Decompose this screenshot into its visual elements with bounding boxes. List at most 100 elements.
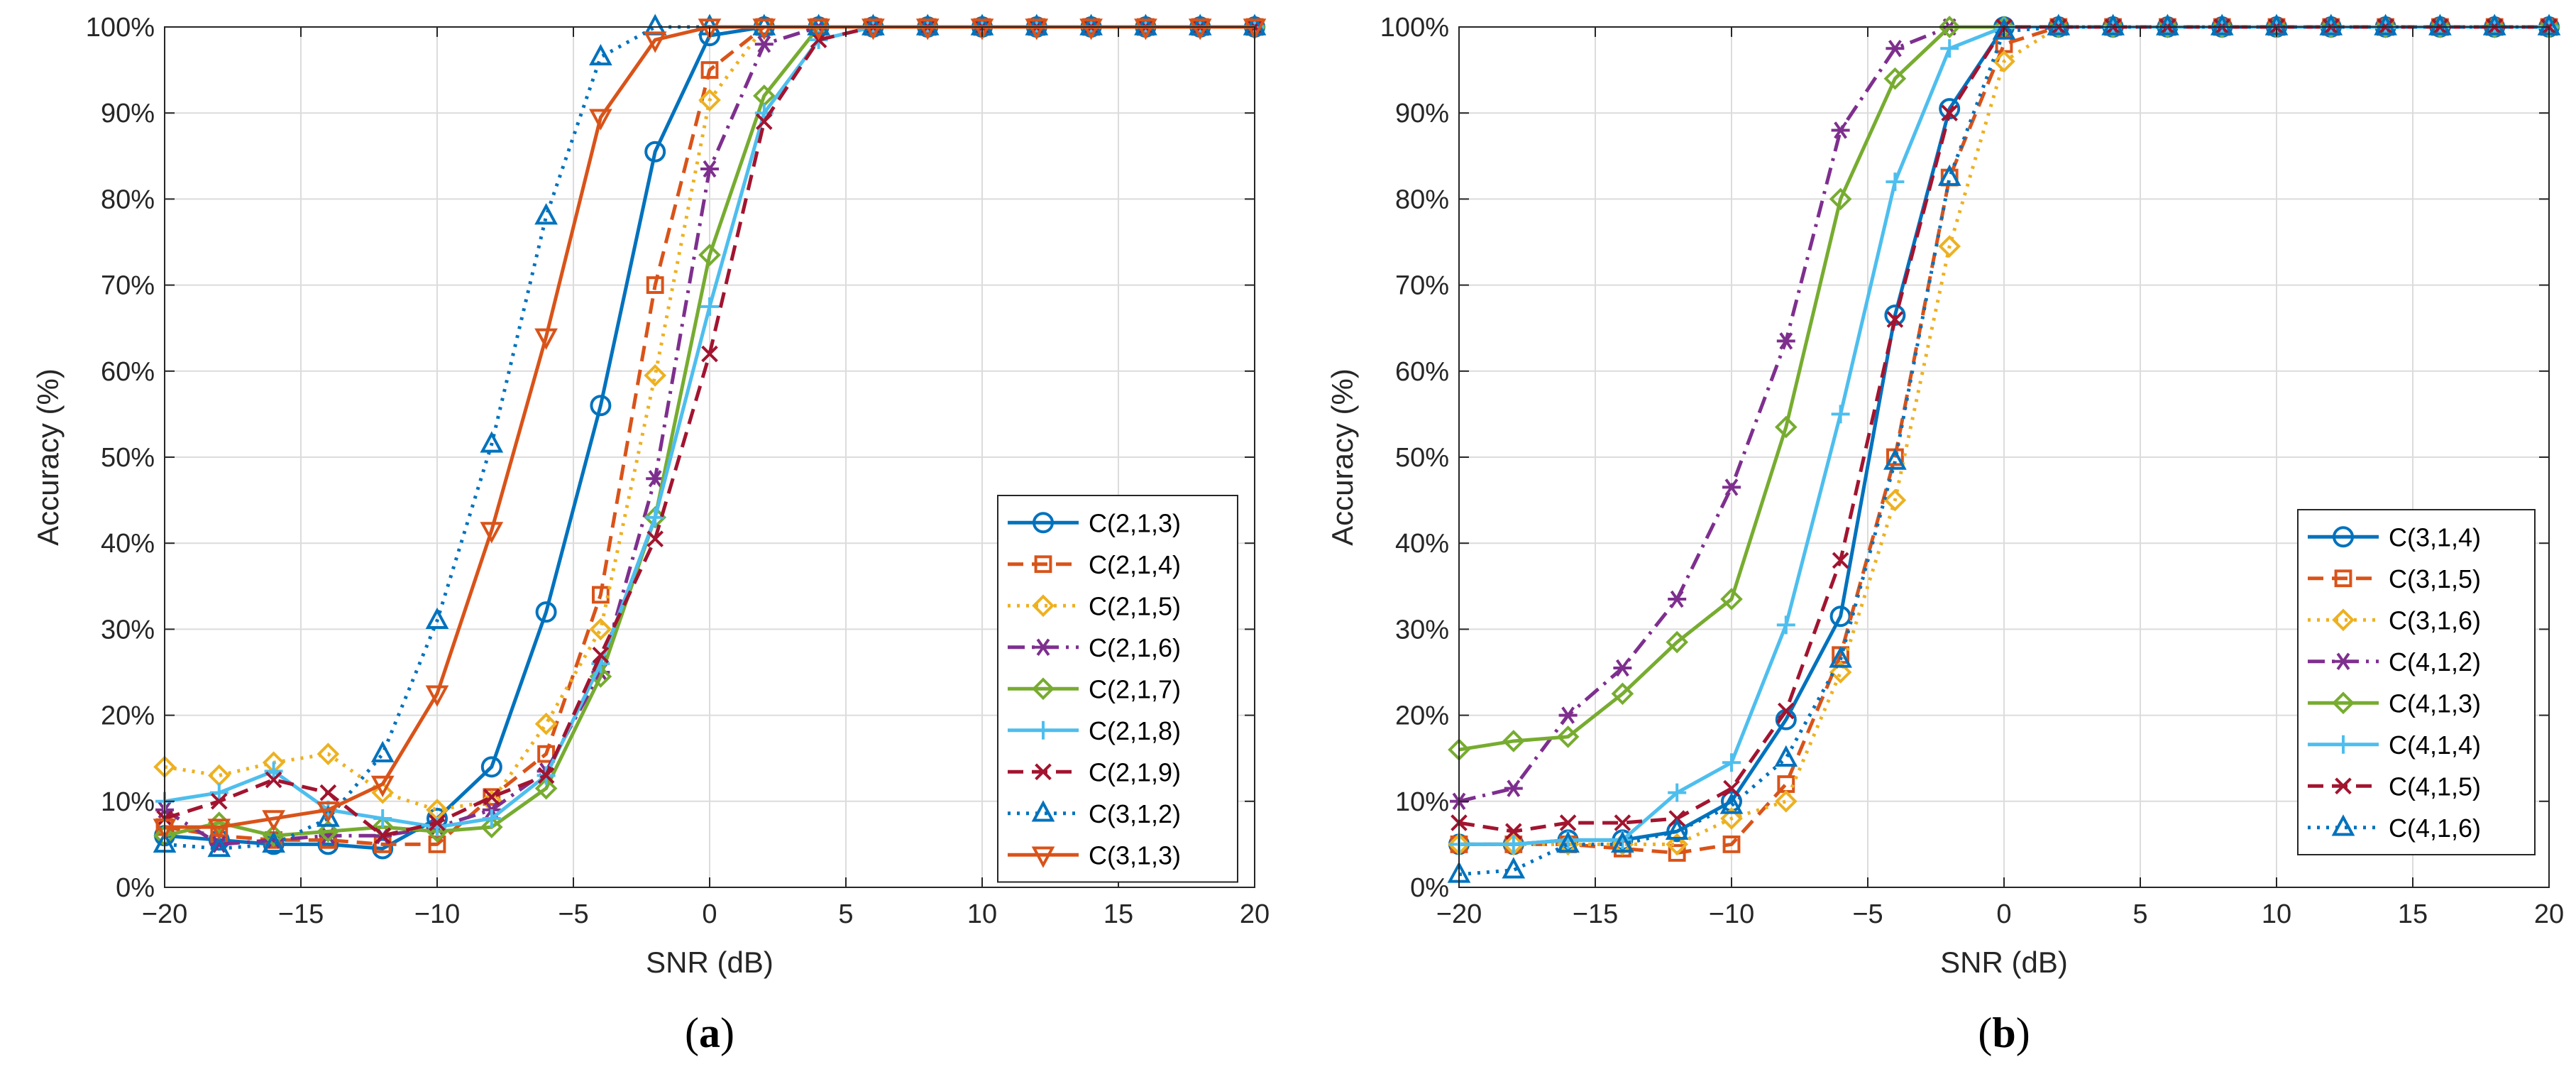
data-point — [483, 788, 500, 806]
data-point — [1776, 332, 1795, 350]
y-tick-label: 50% — [101, 443, 155, 473]
data-point — [425, 685, 449, 707]
data-point — [1613, 659, 1632, 677]
data-point — [1188, 18, 1212, 40]
y-tick-label: 70% — [101, 271, 155, 301]
data-point — [1832, 552, 1849, 569]
series-C(4,1,6) — [1447, 13, 2561, 883]
legend-marker — [2334, 735, 2352, 754]
data-point — [262, 810, 285, 832]
data-point — [317, 743, 340, 765]
legend-marker — [1032, 677, 1055, 701]
series-line — [1459, 25, 2549, 846]
y-axis-label: Accuracy (%) — [1326, 368, 1359, 546]
chart-panel-0: −20 −15 −10 −5 0 5 10 15 20 0% 10% 20% 30% 40% 50% 60% 7… — [31, 13, 1270, 1056]
data-point — [1940, 39, 1959, 58]
data-point — [1937, 164, 1961, 186]
legend-marker — [1031, 800, 1055, 822]
data-point — [1719, 792, 1744, 814]
data-point — [1777, 702, 1795, 720]
data-point — [700, 160, 719, 178]
data-point — [2482, 13, 2506, 35]
data-point — [1079, 18, 1103, 40]
y-tick-label: 70% — [1395, 271, 1449, 301]
data-point — [646, 508, 665, 527]
data-point — [1829, 661, 1852, 684]
data-point — [480, 431, 504, 453]
data-point — [644, 141, 666, 163]
data-point — [1720, 588, 1743, 610]
legend-label: C(2,1,7) — [1089, 674, 1181, 703]
data-point — [643, 31, 667, 53]
data-point — [592, 646, 610, 664]
legend-label: C(3,1,4) — [2389, 522, 2481, 552]
data-point — [752, 18, 776, 40]
x-tick-label: 15 — [1103, 899, 1133, 929]
data-point — [317, 801, 340, 823]
data-point — [1722, 478, 1741, 496]
x-axis-label: SNR (dB) — [646, 946, 774, 979]
data-point — [1886, 172, 1905, 192]
legend-marker — [2333, 526, 2354, 548]
data-point — [1774, 745, 1798, 767]
y-axis-label: Accuracy (%) — [31, 368, 65, 546]
legend-marker — [1035, 763, 1052, 781]
data-point — [1611, 682, 1634, 706]
series-line — [1459, 25, 2549, 855]
data-point — [2428, 13, 2452, 35]
x-tick-label: 10 — [2262, 899, 2291, 929]
x-tick-label: 20 — [2534, 899, 2564, 929]
data-point — [534, 777, 558, 800]
legend-label: C(2,1,4) — [1089, 550, 1181, 579]
data-point — [480, 756, 502, 778]
series-line — [164, 25, 1255, 812]
legend-label: C(2,1,5) — [1089, 591, 1181, 620]
data-point — [371, 781, 395, 804]
data-point — [2101, 13, 2125, 35]
data-point — [265, 771, 282, 789]
data-point — [537, 767, 555, 784]
y-tick-label: 10% — [101, 787, 155, 817]
legend-marker — [1034, 555, 1052, 574]
data-point — [534, 712, 558, 735]
data-point — [1776, 615, 1795, 635]
data-point — [480, 816, 503, 838]
data-point — [209, 783, 229, 802]
x-tick-label: −10 — [414, 899, 460, 929]
y-tick-label: 100% — [86, 13, 155, 43]
data-point — [1025, 18, 1049, 40]
data-point — [534, 328, 558, 350]
legend: C(2,1,3) C(2,1,4) C(2,1,5) C(2,1,6) C(2,1,7)… — [997, 495, 1238, 883]
y-tick-label: 80% — [1395, 185, 1449, 214]
data-point — [1243, 18, 1267, 40]
data-point — [1559, 814, 1577, 831]
x-tick-label: −15 — [278, 899, 324, 929]
data-point — [589, 618, 612, 641]
x-tick-label: 5 — [838, 899, 853, 929]
y-tick-label: 90% — [1395, 99, 1449, 128]
data-point — [534, 203, 558, 225]
data-point — [537, 745, 556, 763]
data-point — [1668, 783, 1687, 802]
legend-box — [2297, 509, 2536, 855]
data-point — [1134, 18, 1157, 40]
data-point — [1504, 779, 1523, 797]
data-point — [372, 838, 394, 860]
data-point — [1666, 833, 1689, 856]
legend-label: C(3,1,3) — [1089, 840, 1181, 870]
data-point — [1883, 488, 1907, 512]
x-tick-label: −5 — [558, 899, 588, 929]
legend-label: C(4,1,4) — [2389, 730, 2481, 760]
data-point — [207, 818, 231, 840]
legend-label: C(2,1,8) — [1089, 716, 1181, 745]
data-point — [1883, 67, 1907, 90]
data-point — [1831, 121, 1850, 139]
legend-label: C(2,1,6) — [1089, 633, 1181, 662]
data-point — [1614, 814, 1631, 831]
data-point — [1556, 725, 1580, 748]
y-tick-label: 100% — [1380, 13, 1449, 43]
data-point — [589, 43, 612, 66]
data-point — [483, 788, 501, 806]
data-point — [807, 18, 830, 40]
legend-marker — [2334, 569, 2352, 588]
